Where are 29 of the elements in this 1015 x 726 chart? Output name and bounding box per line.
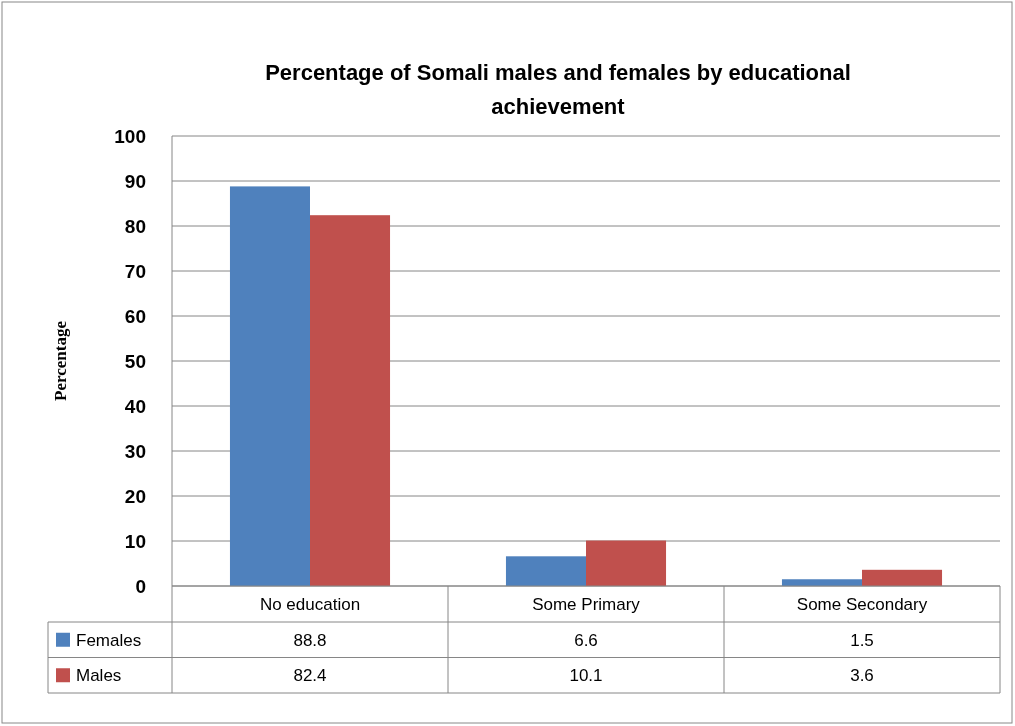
legend-label: Females (76, 630, 142, 650)
y-tick-label: 80 (124, 215, 146, 237)
y-tick-label: 0 (135, 575, 146, 597)
x-tick-label: No education (259, 594, 361, 614)
data-label: 82.4 (293, 666, 327, 686)
legend-label: Males (76, 666, 122, 686)
y-tick-label: 30 (124, 440, 146, 462)
y-tick-label: 40 (124, 395, 146, 417)
x-tick-label: Some Secondary (796, 594, 928, 614)
y-tick-label: 70 (124, 260, 146, 282)
y-axis-title: Percentage (51, 320, 70, 401)
bar (505, 556, 586, 586)
y-tick-label: 10 (124, 530, 146, 552)
y-tick-label: 20 (124, 485, 146, 507)
data-label: 6.6 (574, 630, 598, 650)
bar (310, 215, 391, 586)
y-tick-label: 50 (124, 350, 146, 372)
x-tick-label: Some Primary (532, 594, 641, 614)
y-tick-label: 90 (124, 170, 146, 192)
data-label: 88.8 (293, 630, 327, 650)
bar (586, 540, 667, 586)
y-tick-label: 60 (124, 305, 146, 327)
chart-title: Percentage of Somali males and females by educational achievement (265, 60, 851, 119)
data-label: 10.1 (569, 666, 603, 686)
data-label: 3.6 (850, 666, 874, 686)
y-tick-label: 100 (114, 125, 146, 147)
bar (862, 569, 943, 586)
data-label: 1.5 (850, 630, 874, 650)
bar (229, 186, 310, 586)
